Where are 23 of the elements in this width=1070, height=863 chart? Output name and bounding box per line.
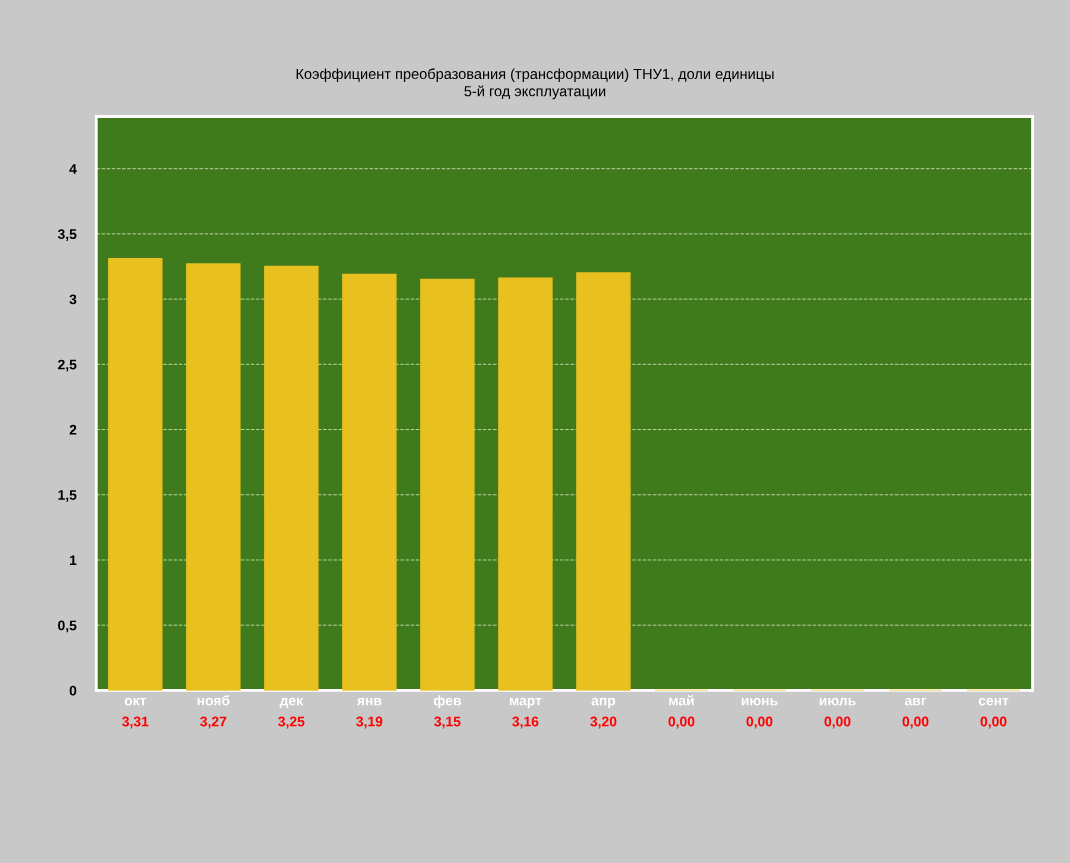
chart-title: Коэффициент преобразования (трансформации) ТНУ1, доли единицы [296, 68, 774, 82]
data-label: 3,27 [200, 716, 227, 729]
y-tick-label: 2,5 [58, 359, 77, 372]
data-label: 3,25 [278, 716, 305, 729]
data-label: 0,00 [668, 716, 695, 729]
y-tick-label: 0 [69, 685, 77, 696]
chart-subtitle: 5-й год эксплуатации [464, 85, 606, 100]
y-tick-label: 0,5 [58, 620, 77, 633]
y-tick-label: 3,5 [57, 229, 77, 242]
y-tick-label: 1 [70, 555, 77, 565]
y-tick-label: 3 [69, 294, 77, 305]
y-tick-label: 2 [69, 424, 77, 435]
data-label: 3,20 [590, 716, 617, 729]
data-label: 3,16 [512, 716, 539, 729]
data-label: 0,00 [902, 716, 929, 729]
data-label: 3,15 [434, 716, 461, 729]
y-tick-label: 4 [69, 164, 77, 174]
data-label: 0,00 [980, 716, 1007, 729]
y-tick-label: 1,5 [58, 490, 77, 502]
data-label: 3,19 [356, 716, 383, 729]
data-label: 3,31 [122, 716, 149, 729]
data-label: 0,00 [824, 716, 851, 729]
data-label: 0,00 [746, 716, 773, 729]
